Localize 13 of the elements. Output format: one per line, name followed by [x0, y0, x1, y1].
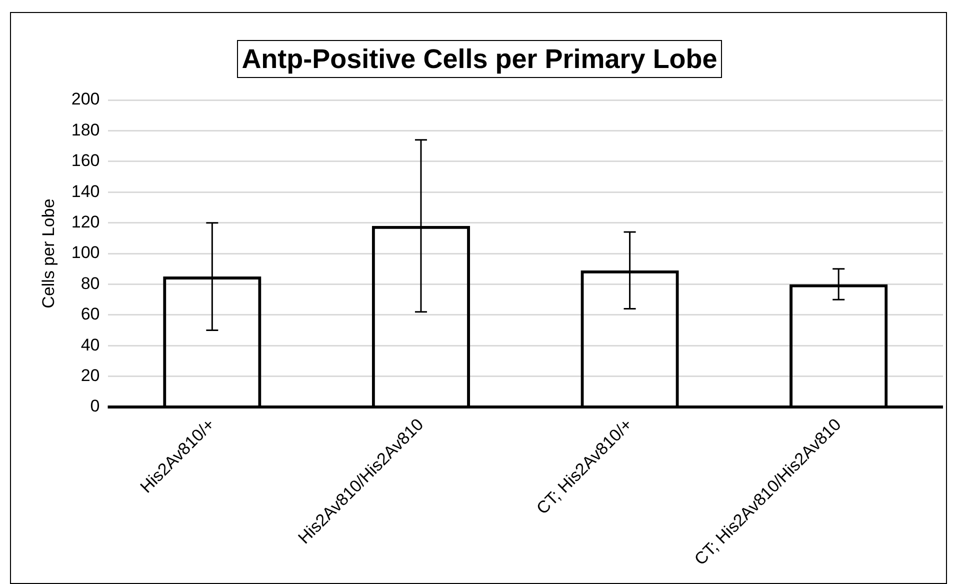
chart-title: Antp-Positive Cells per Primary Lobe — [236, 40, 722, 78]
y-tick-label: 60 — [80, 304, 100, 324]
y-tick-label: 20 — [80, 366, 100, 386]
y-tick-label: 100 — [71, 243, 100, 262]
y-tick-label: 180 — [71, 120, 100, 140]
y-tick-label: 0 — [90, 396, 100, 416]
y-tick-label: 40 — [80, 335, 100, 354]
y-tick-label: 140 — [71, 182, 100, 201]
y-tick-label: 120 — [71, 212, 100, 232]
y-tick-label: 200 — [71, 90, 100, 109]
y-axis-title: Cells per Lobe — [38, 198, 58, 308]
y-tick-label: 80 — [80, 274, 100, 293]
y-tick-label: 160 — [71, 151, 100, 170]
